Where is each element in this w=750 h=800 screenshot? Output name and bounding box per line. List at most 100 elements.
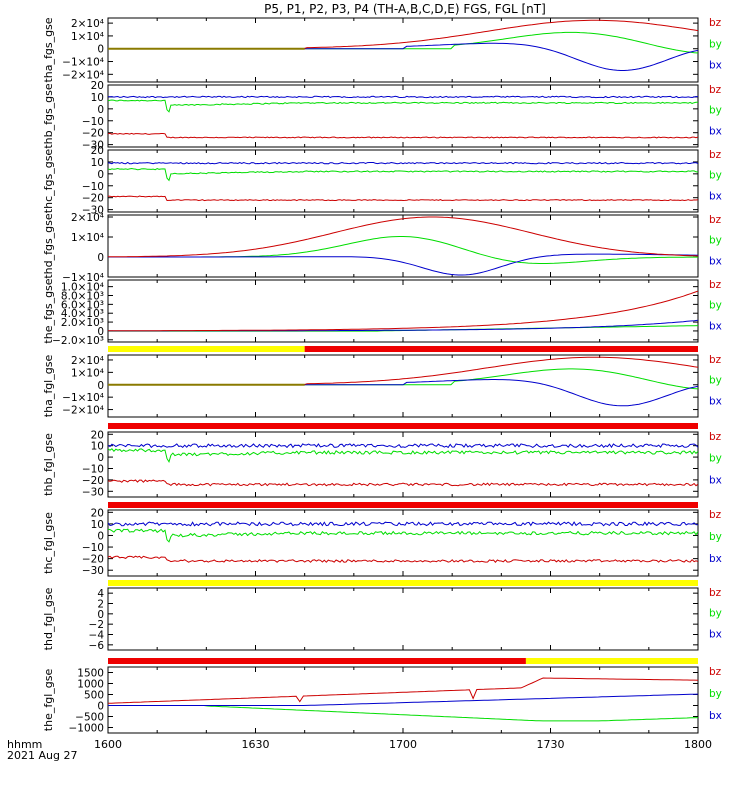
panel-frame (107, 214, 699, 278)
status-bar-segment (108, 346, 305, 352)
legend-bz: bz (709, 17, 722, 29)
y-axis-label: thd_fgs_gse (42, 213, 55, 279)
y-tick-label: 1500 (77, 668, 104, 680)
panel-the_fgs_gse: 1.0×10⁴8.0×10³6.0×10³4.0×10³2.0×10³0−2.0… (42, 278, 722, 347)
series-bz-line (108, 195, 698, 202)
y-tick-label: 6.0×10³ (61, 299, 104, 311)
y-tick-label: −6 (89, 640, 105, 652)
y-tick-label: 2×10⁴ (71, 355, 104, 367)
legend-bz: bz (709, 431, 722, 443)
status-bar-segment (108, 502, 698, 508)
y-tick-label: −20 (82, 193, 104, 205)
y-tick-label: 20 (91, 507, 104, 519)
y-axis-label: thd_fgl_gse (42, 587, 55, 650)
status-bar-segment (304, 346, 698, 352)
y-tick-label: 0 (97, 104, 104, 116)
y-tick-label: 2 (97, 599, 104, 611)
y-tick-label: −30 (82, 486, 104, 498)
y-tick-label: 2.0×10³ (61, 317, 104, 329)
legend-bx: bx (709, 628, 722, 640)
series-bx-line (108, 693, 698, 706)
legend-bx: bx (709, 710, 722, 722)
legend-bx: bx (709, 395, 722, 407)
y-axis-label: the_fgl_gse (42, 669, 55, 732)
legend-bx: bx (709, 60, 722, 72)
legend-bz: bz (709, 149, 722, 161)
series-by-line (108, 448, 698, 464)
series-by-line (108, 167, 698, 182)
y-tick-label: −1×10⁴ (62, 57, 104, 69)
series-bx-line (108, 95, 698, 99)
y-tick-label: 0 (97, 701, 104, 713)
legend-bz: bz (709, 509, 722, 521)
series-bz-line (108, 479, 698, 487)
y-tick-label: 0 (97, 252, 104, 264)
x-tick-label: 1600 (94, 738, 122, 751)
panel-thd_fgs_gse: 2×10⁴ 1×10⁴ 0 −1×10⁴ thd_fgs_gse bz by bx (42, 212, 722, 284)
legend-by: by (709, 531, 722, 543)
y-tick-label: 0 (97, 452, 104, 464)
panel-frame (107, 354, 699, 418)
series-bx-line (108, 42, 698, 71)
legend-bx: bx (709, 125, 722, 137)
y-axis-label: thb_fgl_gse (42, 433, 55, 496)
legend-by: by (709, 235, 722, 247)
y-tick-label: 20 (91, 145, 104, 157)
series-bz-line (108, 19, 698, 50)
panel-thd_fgl_gse: 420−2−4−6 thd_fgl_gse bz by bx (42, 580, 722, 652)
legend-by: by (709, 300, 722, 312)
series-bz-line (108, 555, 698, 563)
y-tick-label: 10 (91, 519, 104, 531)
y-tick-label: 0 (97, 380, 104, 392)
y-tick-label: 1×10⁴ (71, 367, 104, 379)
legend-by: by (709, 453, 722, 465)
y-axis-label: thc_fgl_gse (42, 512, 55, 574)
series-by-line (108, 705, 698, 722)
y-tick-label: −20 (82, 128, 104, 140)
panel-frame (107, 149, 699, 213)
y-tick-label: −500 (75, 712, 104, 724)
y-tick-label: −4 (89, 630, 105, 642)
y-tick-label: 1000 (77, 679, 104, 691)
y-tick-label: 500 (84, 690, 104, 702)
legend-bx: bx (709, 474, 722, 486)
y-tick-label: 0 (97, 169, 104, 181)
series-bx-line (108, 379, 698, 407)
series-bx-line (108, 161, 698, 165)
y-tick-label: 0 (97, 326, 104, 338)
x-axis-label-date: 2021 Aug 27 (7, 749, 77, 762)
y-tick-label: −20 (82, 475, 104, 487)
series-bx-line (108, 319, 698, 332)
x-tick-label: 1630 (242, 738, 270, 751)
series-bz-line (108, 677, 698, 704)
y-axis-label: the_fgs_gse (42, 278, 55, 343)
series-bz-line (108, 132, 698, 139)
x-tick-label: 1700 (389, 738, 417, 751)
legend-by: by (709, 375, 722, 387)
y-tick-label: 8.0×10³ (61, 291, 104, 303)
legend-by: by (709, 688, 722, 700)
status-bar-segment (525, 658, 698, 664)
y-tick-label: −1×10⁴ (62, 272, 104, 284)
y-tick-label: 1.0×10⁴ (61, 282, 104, 294)
legend-bx: bx (709, 255, 722, 267)
series-bx-line (108, 443, 698, 449)
panel-frame (107, 431, 699, 498)
y-axis-label: tha_fgs_gse (42, 17, 55, 82)
y-tick-label: 0 (97, 44, 104, 56)
y-tick-label: −10 (82, 463, 104, 475)
y-tick-label: −30 (82, 205, 104, 217)
y-tick-label: −10 (82, 181, 104, 193)
series-by-line (108, 99, 698, 113)
y-tick-label: 10 (91, 157, 104, 169)
series-bx-line (108, 521, 698, 527)
y-tick-label: 10 (91, 92, 104, 104)
status-bar-segment (108, 658, 526, 664)
